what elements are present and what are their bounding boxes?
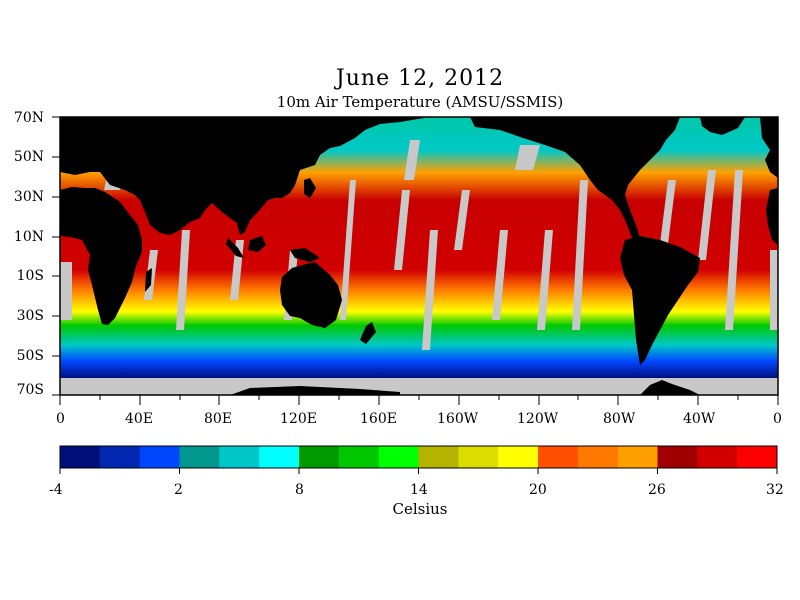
colorbar-swatch [139,446,180,468]
lat-tick-marks [52,116,60,396]
borneo [248,236,266,252]
colorbar-swatch [418,446,459,468]
colorbar-swatch [338,446,380,468]
south-america [620,236,700,365]
colorbar-label-8: 8 [295,482,304,498]
colorbar-swatch [259,446,300,468]
colorbar-label-2: 2 [174,482,183,498]
lat-label-10s: 10S [16,268,44,284]
lat-label-50s: 50S [16,348,44,364]
lat-label-50n: 50N [13,149,44,165]
greenland [700,117,745,135]
lon-label-40e: 40E [125,411,154,427]
lon-label-160e: 160E [360,411,397,427]
africa [60,187,142,325]
lon-label-0-west: 0 [56,411,65,427]
lon-label-80w: 80W [603,411,636,427]
lon-label-120e: 120E [280,411,317,427]
land [60,117,778,365]
new-zealand [360,322,376,344]
colorbar-swatch [657,446,698,468]
lat-label-70n: 70N [13,110,44,126]
colorbar-swatch [697,446,738,468]
colorbar-label-14: 14 [410,482,428,498]
japan [304,178,316,198]
lon-label-0-east: 0 [773,411,782,427]
colorbar-swatch [299,446,340,468]
colorbar-swatch [378,446,419,468]
new-guinea [290,248,320,262]
africa-west [766,188,778,245]
australia [280,262,342,328]
antarctic-peninsula [640,380,700,395]
madagascar [145,268,152,292]
lon-label-160w: 160W [437,411,479,427]
eurasia [60,117,430,235]
colorbar-swatch [538,446,579,468]
colorbar-swatch [617,446,658,468]
colorbar-frame [59,445,778,469]
colorbar-swatch [577,446,619,468]
colorbar-label-max: 32 [766,482,784,498]
lat-label-10n: 10N [13,229,44,245]
colorbar-swatch [99,446,141,468]
lon-label-120w: 120W [517,411,559,427]
antarctic-nodata [60,378,778,395]
map-title: June 12, 2012 [335,66,505,91]
sumatra [226,238,244,258]
colorbar-swatch [60,446,101,468]
lat-label-30s: 30S [16,308,44,324]
colorbar-title: Celsius [392,500,448,518]
colorbar-swatch [179,446,220,468]
swath-gaps [60,120,778,350]
colorbar-label-26: 26 [648,482,666,498]
europe-west [760,117,778,178]
lon-label-40w: 40W [683,411,716,427]
colorbar-swatch [458,446,499,468]
lon-tick-marks [59,395,779,405]
map-area [60,117,778,395]
colorbar-label-20: 20 [529,482,547,498]
lat-label-30n: 30N [13,189,44,205]
antarctica [230,386,400,395]
colorbar [59,446,778,474]
lon-label-80e: 80E [204,411,233,427]
colorbar-swatch [737,446,778,468]
colorbar-label-min: -4 [49,482,63,498]
lat-label-70s: 70S [16,382,44,398]
map-subtitle: 10m Air Temperature (AMSU/SSMIS) [276,93,564,111]
colorbar-swatch [219,446,260,468]
north-america [470,117,680,238]
colorbar-swatch [498,446,539,468]
